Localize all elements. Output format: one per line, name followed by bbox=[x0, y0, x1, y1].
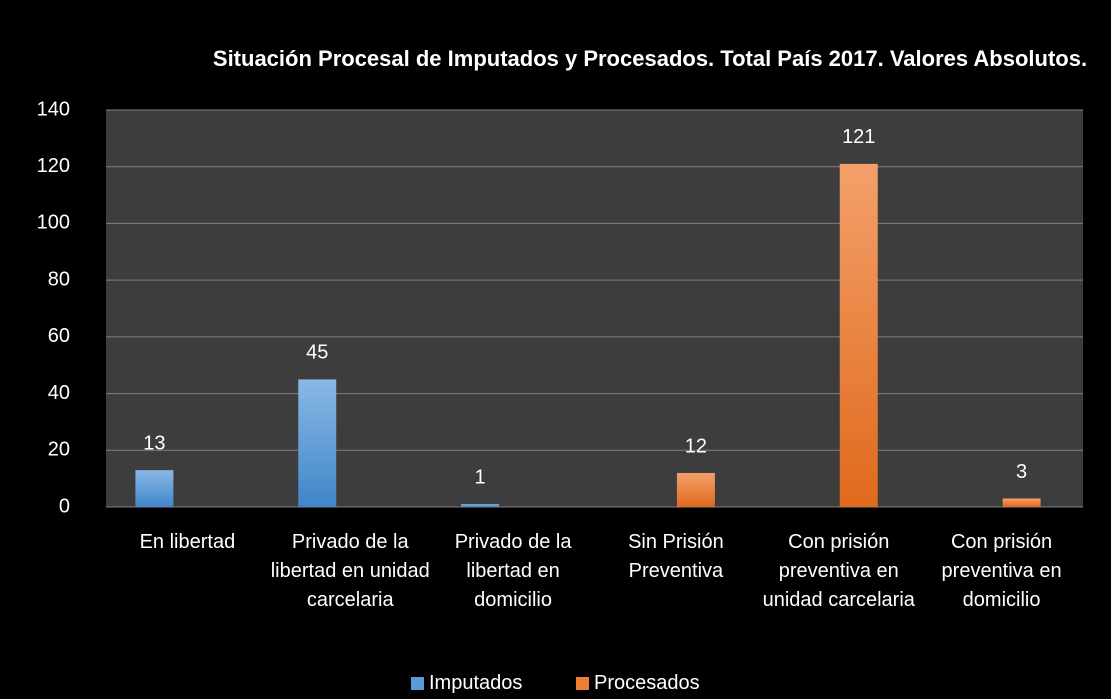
legend-label: Procesados bbox=[594, 672, 700, 694]
data-label: 13 bbox=[143, 432, 165, 454]
bar bbox=[1002, 498, 1041, 507]
chart-title: Situación Procesal de Imputados y Proces… bbox=[212, 46, 1088, 71]
data-label: 12 bbox=[685, 435, 707, 457]
bar bbox=[839, 163, 878, 507]
x-tick-label: Privado de la libertad en unidad carcela… bbox=[270, 531, 430, 611]
data-label: 45 bbox=[306, 342, 328, 364]
x-tick-label: Privado de la libertad en domicilio bbox=[454, 531, 572, 611]
x-tick-label: Sin Prisión Preventiva bbox=[628, 531, 724, 582]
x-tick-label: En libertad bbox=[139, 531, 236, 553]
y-tick-label: 0 bbox=[59, 495, 70, 517]
y-tick-label: 140 bbox=[37, 98, 70, 120]
legend-label: Imputados bbox=[429, 672, 523, 694]
legend-item: Procesados bbox=[576, 670, 700, 696]
legend-item: Imputados bbox=[411, 670, 522, 696]
y-tick-label: 60 bbox=[48, 325, 70, 347]
y-tick-label: 100 bbox=[37, 212, 70, 234]
y-tick-label: 120 bbox=[37, 155, 70, 177]
y-tick-label: 40 bbox=[48, 382, 70, 404]
data-label: 3 bbox=[1016, 461, 1027, 483]
legend-swatch bbox=[411, 676, 424, 690]
bar bbox=[298, 379, 337, 507]
x-tick-label: Con prisión preventiva en unidad carcela… bbox=[762, 531, 915, 611]
x-tick-label: Con prisión preventiva en domicilio bbox=[941, 531, 1062, 611]
data-label: 121 bbox=[842, 126, 875, 148]
data-label: 1 bbox=[475, 466, 486, 488]
bar bbox=[676, 472, 715, 507]
bar bbox=[461, 504, 500, 507]
bar bbox=[135, 470, 174, 507]
y-tick-label: 20 bbox=[48, 439, 70, 461]
plot-area bbox=[106, 110, 1083, 507]
legend-swatch bbox=[576, 676, 589, 690]
y-tick-label: 80 bbox=[48, 268, 70, 290]
